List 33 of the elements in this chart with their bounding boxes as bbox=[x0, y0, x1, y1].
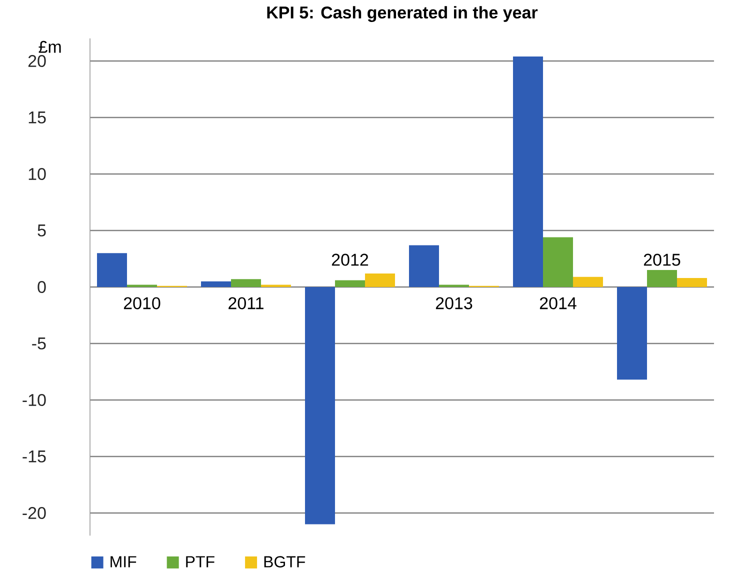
x-tick-label: 2013 bbox=[436, 297, 472, 310]
bar bbox=[365, 273, 396, 287]
bar bbox=[513, 56, 544, 287]
y-tick-label: 10 bbox=[28, 168, 46, 180]
y-tick-label: -10 bbox=[22, 394, 46, 406]
chart-title: KPI 5: Cash generated in the year bbox=[267, 6, 538, 22]
y-tick-label: -15 bbox=[22, 450, 46, 462]
y-tick-label: -5 bbox=[32, 338, 46, 350]
x-tick-label: 2014 bbox=[540, 297, 576, 310]
bar bbox=[231, 279, 262, 287]
bar bbox=[617, 287, 648, 380]
bar bbox=[677, 278, 708, 287]
y-tick-label: 20 bbox=[28, 54, 46, 68]
bar bbox=[335, 280, 366, 287]
x-tick-label: 2010 bbox=[124, 297, 160, 310]
x-tick-label: 2011 bbox=[228, 297, 264, 310]
bar bbox=[647, 270, 678, 287]
bar bbox=[409, 245, 440, 287]
y-tick-label: 0 bbox=[38, 280, 46, 294]
legend-label: BGTF bbox=[264, 556, 306, 568]
y-tick-label: -20 bbox=[22, 506, 46, 520]
y-tick-label: 5 bbox=[38, 224, 46, 236]
x-tick-label: 2015 bbox=[644, 254, 680, 266]
legend-label: PTF bbox=[186, 556, 214, 568]
bar bbox=[573, 276, 604, 287]
bar bbox=[305, 287, 336, 524]
bar bbox=[201, 281, 232, 287]
y-tick-label: 15 bbox=[28, 112, 46, 124]
legend-label: MIF bbox=[110, 556, 136, 568]
bar bbox=[97, 253, 127, 287]
bar bbox=[543, 237, 574, 287]
y-axis-title: £m bbox=[38, 40, 61, 53]
x-tick-label: 2012 bbox=[332, 254, 368, 266]
